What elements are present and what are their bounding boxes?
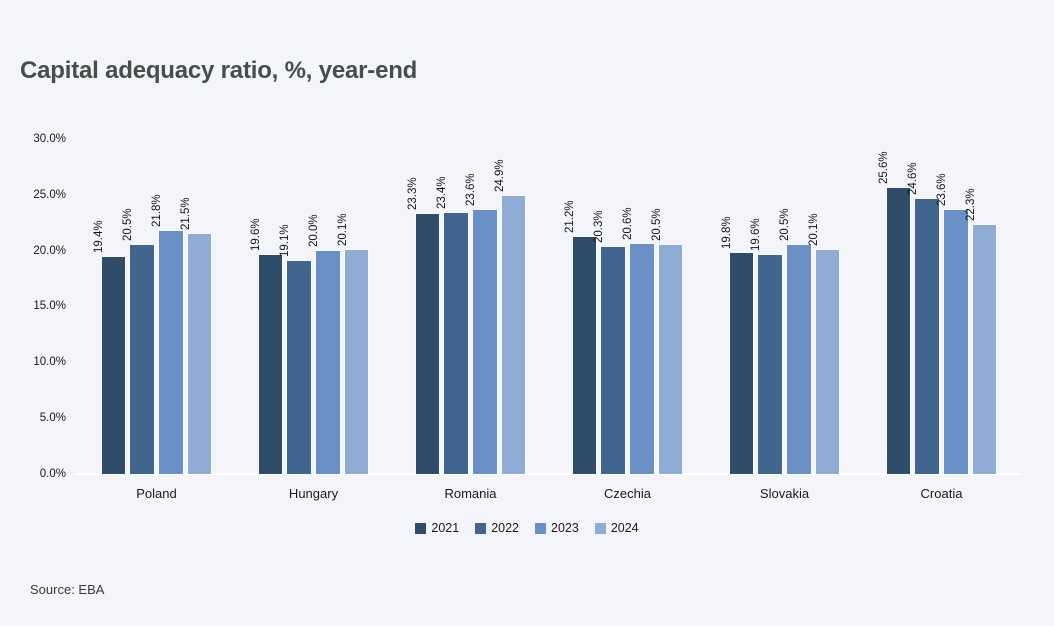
bar-value-label: 19.6% (250, 218, 263, 252)
bar-value-label: 21.8% (150, 193, 163, 227)
bar-poland-2024 (186, 232, 213, 475)
bar-hungary-2021 (257, 254, 284, 475)
bar-romania-2022 (443, 211, 469, 475)
category-label-slovakia: Slovakia (759, 486, 810, 501)
bar-hungary-2024 (343, 248, 370, 475)
y-axis-tick-label: 20.0% (33, 244, 66, 257)
page-title: Capital adequacy ratio, %, year-end (20, 57, 418, 84)
bar-value-label: 20.1% (807, 212, 820, 246)
legend-item-2024: 2024 (594, 521, 639, 535)
bar-value-label: 23.6% (935, 173, 948, 207)
legend-item-2022: 2022 (475, 521, 519, 535)
y-axis-tick-label: 30.0% (33, 132, 66, 145)
bar-value-label: 19.4% (93, 220, 106, 254)
bar-value-label: 20.3% (593, 210, 606, 244)
bar-value-label: 24.6% (907, 162, 920, 196)
bar-value-label: 22.3% (964, 188, 977, 221)
bar-czechia-2022 (600, 246, 626, 475)
y-axis-tick-label: 25.0% (33, 188, 66, 201)
legend-label-2023: 2023 (551, 521, 579, 535)
bar-czechia-2023 (629, 242, 655, 475)
legend-swatch-2023 (535, 522, 546, 534)
bar-value-label: 20.0% (307, 214, 320, 247)
bar-hungary-2022 (286, 259, 312, 475)
y-axis-tick-label: 15.0% (33, 300, 66, 313)
bar-czechia-2024 (657, 244, 684, 475)
bar-value-label: 20.1% (336, 212, 349, 246)
bar-value-label: 23.4% (436, 176, 449, 209)
legend-swatch-2021 (415, 522, 427, 534)
bar-romania-2024 (500, 194, 527, 475)
bar-slovakia-2021 (728, 251, 755, 475)
legend-item-2023: 2023 (535, 521, 579, 535)
x-axis-line (75, 472, 1021, 475)
bar-value-label: 21.5% (179, 197, 192, 230)
category-label-poland: Poland (136, 486, 177, 501)
bar-croatia-2024 (971, 223, 998, 475)
legend-item-2021: 2021 (415, 521, 459, 535)
bar-hungary-2023 (315, 249, 341, 475)
category-label-czechia: Czechia (604, 486, 651, 501)
bar-value-label: 19.8% (721, 216, 734, 249)
category-label-hungary: Hungary (288, 486, 339, 501)
legend: 2021 2022 2023 2024 (0, 521, 1054, 535)
legend-label-2021: 2021 (431, 521, 460, 535)
bar-croatia-2021 (885, 187, 912, 475)
bar-value-label: 20.5% (650, 208, 663, 242)
y-axis-tick-label: 5.0% (39, 412, 66, 425)
source-note: Source: EBA (30, 582, 105, 597)
bar-romania-2023 (472, 209, 498, 475)
bar-value-label: 19.6% (750, 218, 763, 252)
bar-slovakia-2022 (757, 254, 783, 475)
bar-poland-2021 (100, 256, 127, 475)
bar-value-label: 25.6% (878, 151, 891, 185)
bar-romania-2021 (414, 212, 441, 475)
legend-swatch-2024 (594, 522, 606, 534)
legend-label-2022: 2022 (491, 521, 519, 535)
y-axis-tick-label: 0.0% (39, 468, 66, 480)
bar-czechia-2021 (571, 236, 598, 475)
bar-value-label: 21.2% (564, 200, 577, 234)
legend-swatch-2022 (475, 522, 487, 534)
bar-croatia-2022 (914, 198, 940, 475)
bar-value-label: 20.5% (122, 208, 135, 242)
category-label-romania: Romania (444, 486, 497, 501)
category-label-croatia: Croatia (920, 486, 963, 501)
y-axis-tick-label: 10.0% (33, 356, 66, 369)
bar-value-label: 19.1% (279, 224, 292, 257)
bar-value-label: 23.6% (464, 173, 477, 207)
bar-poland-2022 (129, 244, 155, 475)
bar-value-label: 20.6% (621, 207, 634, 240)
bar-value-label: 23.3% (407, 177, 420, 210)
bar-value-label: 24.9% (493, 159, 506, 192)
bar-croatia-2023 (943, 209, 969, 475)
bar-slovakia-2023 (786, 244, 812, 475)
bar-poland-2023 (158, 229, 184, 475)
legend-label-2024: 2024 (610, 521, 639, 535)
bar-slovakia-2024 (814, 248, 841, 475)
bar-value-label: 20.5% (778, 208, 791, 242)
